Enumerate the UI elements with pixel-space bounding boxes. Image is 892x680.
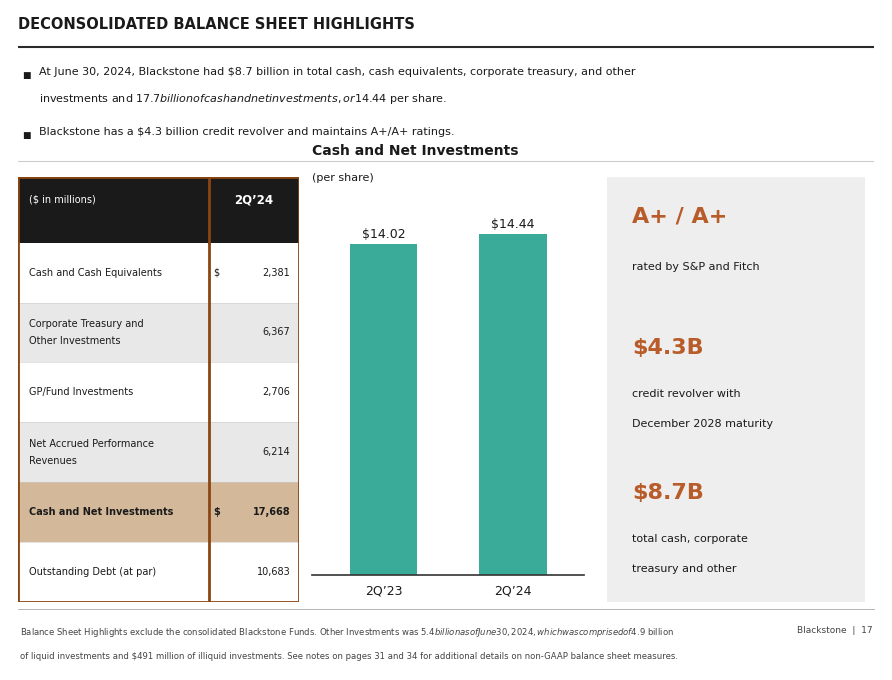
- Text: (per share): (per share): [312, 173, 374, 183]
- Text: 6,214: 6,214: [262, 447, 291, 457]
- Text: treasury and other: treasury and other: [632, 564, 737, 573]
- FancyBboxPatch shape: [607, 177, 865, 602]
- Text: $14.44: $14.44: [491, 218, 535, 231]
- FancyBboxPatch shape: [18, 243, 299, 303]
- Text: $14.02: $14.02: [361, 228, 405, 241]
- Text: $8.7B: $8.7B: [632, 483, 705, 503]
- Text: DECONSOLIDATED BALANCE SHEET HIGHLIGHTS: DECONSOLIDATED BALANCE SHEET HIGHLIGHTS: [18, 17, 415, 32]
- FancyBboxPatch shape: [18, 542, 299, 602]
- Text: credit revolver with: credit revolver with: [632, 389, 741, 399]
- FancyBboxPatch shape: [18, 177, 299, 243]
- Text: 2,706: 2,706: [262, 388, 291, 397]
- Text: Blackstone  |  17: Blackstone | 17: [797, 626, 872, 635]
- Text: investments and $17.7 billion of cash and net investments, or $14.44 per share.: investments and $17.7 billion of cash an…: [39, 92, 447, 107]
- Text: 6,367: 6,367: [262, 328, 291, 337]
- Text: 10,683: 10,683: [257, 567, 291, 577]
- Text: rated by S&P and Fitch: rated by S&P and Fitch: [632, 262, 760, 272]
- Text: ■: ■: [22, 131, 30, 139]
- Text: total cash, corporate: total cash, corporate: [632, 534, 748, 544]
- Text: of liquid investments and $491 million of illiquid investments. See notes on pag: of liquid investments and $491 million o…: [20, 651, 678, 660]
- Bar: [350, 244, 417, 575]
- Text: At June 30, 2024, Blackstone had $8.7 billion in total cash, cash equivalents, c: At June 30, 2024, Blackstone had $8.7 bi…: [39, 67, 636, 78]
- Text: Blackstone has a $4.3 billion credit revolver and maintains A+/A+ ratings.: Blackstone has a $4.3 billion credit rev…: [39, 127, 455, 137]
- Text: A+ / A+: A+ / A+: [632, 207, 728, 226]
- Text: 17,668: 17,668: [252, 507, 291, 517]
- Text: $: $: [213, 268, 219, 277]
- FancyBboxPatch shape: [18, 362, 299, 422]
- Text: $: $: [213, 507, 219, 517]
- Text: Cash and Cash Equivalents: Cash and Cash Equivalents: [29, 268, 162, 277]
- Text: ($ in millions): ($ in millions): [29, 195, 95, 205]
- FancyBboxPatch shape: [18, 482, 299, 542]
- Text: 2,381: 2,381: [262, 268, 291, 277]
- Text: ■: ■: [22, 71, 30, 80]
- Text: Cash and Net Investments: Cash and Net Investments: [312, 144, 519, 158]
- Text: Net Accrued Performance: Net Accrued Performance: [29, 439, 154, 449]
- FancyBboxPatch shape: [18, 422, 299, 482]
- Text: Other Investments: Other Investments: [29, 336, 120, 346]
- Text: December 2028 maturity: December 2028 maturity: [632, 419, 773, 429]
- Text: Cash and Net Investments: Cash and Net Investments: [29, 507, 173, 517]
- Text: Balance Sheet Highlights exclude the consolidated Blackstone Funds. Other Invest: Balance Sheet Highlights exclude the con…: [20, 626, 673, 639]
- Bar: [479, 234, 547, 575]
- FancyBboxPatch shape: [18, 303, 299, 362]
- Text: Corporate Treasury and: Corporate Treasury and: [29, 319, 144, 329]
- Text: Outstanding Debt (at par): Outstanding Debt (at par): [29, 567, 156, 577]
- Text: GP/Fund Investments: GP/Fund Investments: [29, 388, 133, 397]
- Text: Revenues: Revenues: [29, 456, 77, 466]
- Text: $4.3B: $4.3B: [632, 339, 704, 358]
- Text: 2Q’24: 2Q’24: [235, 193, 274, 206]
